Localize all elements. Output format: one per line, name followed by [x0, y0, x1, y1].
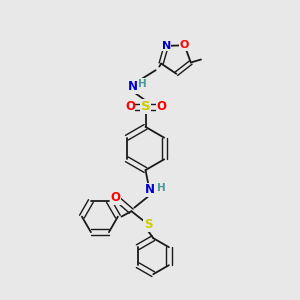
Text: O: O: [156, 100, 166, 113]
Text: H: H: [137, 79, 146, 89]
Text: S: S: [141, 100, 150, 113]
Text: O: O: [125, 100, 135, 113]
Text: O: O: [111, 191, 121, 204]
Text: N: N: [162, 41, 171, 51]
Text: S: S: [144, 218, 152, 231]
Text: N: N: [128, 80, 138, 94]
Text: N: N: [145, 183, 155, 196]
Text: O: O: [180, 40, 189, 50]
Text: H: H: [157, 183, 166, 193]
